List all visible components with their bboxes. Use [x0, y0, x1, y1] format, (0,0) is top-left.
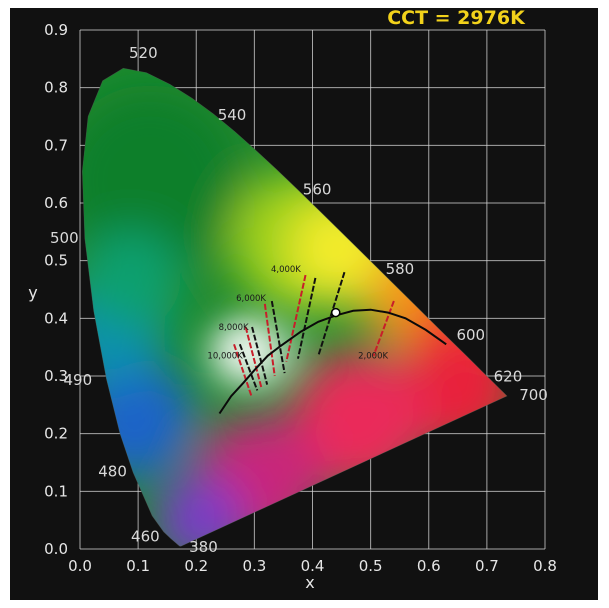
wavelength-label: 500: [50, 229, 79, 247]
tick-labels: 0.0 0.1 0.2 0.3 0.4 0.5 0.6 0.7 0.8 0.0 0.1 0.2 0.3 0…: [44, 21, 557, 575]
isotherm-label: 6,000K: [236, 294, 266, 304]
wavelength-label: 540: [218, 106, 247, 124]
wavelength-label: 580: [386, 260, 415, 278]
spectral-locus-outline: [81, 67, 508, 547]
isotherm-line: [233, 343, 253, 397]
y-tick-label: 0.7: [44, 136, 68, 154]
y-tick-label: 0.9: [44, 21, 68, 39]
wavelength-label: 560: [303, 181, 332, 199]
wavelength-label: 490: [64, 371, 93, 389]
y-tick-label: 0.5: [44, 252, 68, 270]
y-tick-label: 0.3: [44, 367, 68, 385]
x-tick-label: 0.4: [301, 557, 325, 575]
isotherm-label: 10,000K: [207, 352, 243, 362]
isotherm-line: [285, 274, 307, 362]
isotherm-label: 4,000K: [271, 265, 301, 275]
isotherm-line: [296, 277, 317, 359]
isotherm-line: [244, 326, 263, 388]
cct-point: [331, 307, 341, 318]
wavelength-label: 460: [131, 528, 160, 546]
x-tick-label: 0.0: [68, 557, 92, 575]
wavelength-label: 520: [129, 44, 158, 62]
y-tick-label: 0.4: [44, 309, 68, 327]
isotherm-labels: 10,000K 8,000K 6,000K 4,000K 2,000K: [207, 265, 388, 362]
isotherm-label: 2,000K: [358, 352, 388, 362]
x-axis-label: x: [305, 573, 314, 592]
x-tick-label: 0.1: [126, 557, 150, 575]
x-tick-label: 0.5: [359, 557, 383, 575]
wavelength-label: 480: [98, 462, 127, 480]
chart-title: CCT = 2976K: [387, 7, 526, 29]
y-tick-label: 0.0: [44, 540, 68, 558]
isotherm-label: 8,000K: [219, 323, 249, 333]
x-tick-label: 0.7: [475, 557, 499, 575]
planckian-locus: [218, 308, 447, 415]
y-tick-label: 0.1: [44, 482, 68, 500]
isotherm-line: [251, 326, 269, 385]
x-tick-label: 0.3: [242, 557, 266, 575]
wavelength-label: 600: [456, 326, 485, 344]
wavelength-label: 620: [494, 367, 523, 385]
isotherm-line: [238, 343, 259, 391]
x-tick-label: 0.8: [533, 557, 557, 575]
wavelength-label: 380: [189, 538, 218, 556]
isotherm-line: [372, 300, 395, 357]
x-tick-label: 0.2: [184, 557, 208, 575]
isotherm-line: [270, 300, 286, 374]
wavelength-label: 700: [519, 386, 548, 404]
y-tick-label: 0.8: [44, 79, 68, 97]
y-tick-label: 0.2: [44, 425, 68, 443]
y-axis-label: y: [28, 283, 37, 302]
x-tick-label: 0.6: [417, 557, 441, 575]
y-tick-label: 0.6: [44, 194, 68, 212]
isotherm-line: [263, 303, 276, 377]
